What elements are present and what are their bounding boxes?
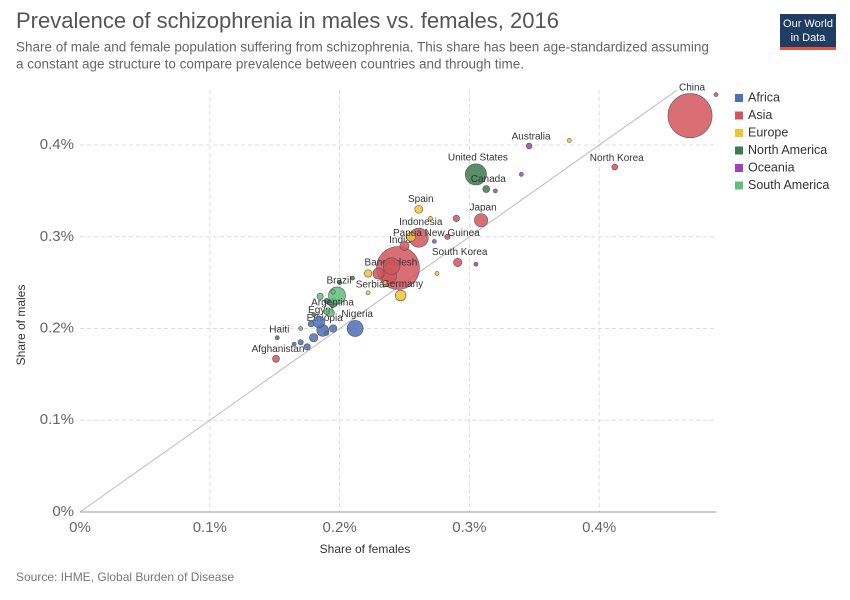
bubble — [394, 289, 407, 302]
bubble — [444, 233, 451, 240]
point-label: Brazil — [326, 276, 351, 287]
legend-label: Europe — [748, 125, 788, 139]
bubble — [432, 239, 437, 244]
diagonal — [79, 89, 678, 513]
source: Source: IHME, Global Burden of Disease — [16, 570, 234, 584]
legend-label: Oceania — [748, 160, 795, 174]
legend-label: Asia — [748, 108, 772, 122]
bubble — [311, 312, 316, 318]
bubble — [406, 231, 416, 242]
legend-label: Africa — [748, 90, 780, 104]
bubble — [303, 343, 311, 351]
logo-text: in Data — [791, 32, 827, 44]
bubble — [316, 292, 324, 300]
legend-swatch — [735, 146, 743, 155]
logo — [780, 14, 836, 50]
x-tick-label: 0% — [69, 519, 91, 536]
point-label: Haiti — [269, 324, 289, 335]
bubble — [323, 309, 330, 315]
point-label: Indonesia — [399, 217, 443, 228]
legend-label: South America — [748, 178, 829, 192]
bubble — [611, 163, 619, 171]
bubble — [291, 341, 297, 347]
bubble — [382, 280, 388, 285]
bubble — [337, 280, 342, 285]
logo-text: Our World — [783, 18, 833, 30]
chart-title: Prevalence of schizophrenia in males vs.… — [16, 8, 559, 33]
point-label: Papua New Guinea — [393, 228, 480, 239]
legend-swatch — [735, 129, 743, 137]
subtitle: a constant age structure to compare prev… — [16, 57, 524, 72]
y-tick-label: 0.2% — [40, 319, 74, 336]
point-label: Germany — [382, 279, 423, 290]
bubble — [434, 271, 440, 276]
bubble — [298, 326, 303, 331]
point-label: United States — [448, 152, 508, 163]
x-tick-label: 0.3% — [452, 519, 486, 536]
x-tick-label: 0.1% — [193, 519, 227, 536]
legend-label: North America — [748, 143, 827, 157]
legend-swatch — [735, 164, 743, 172]
bubble — [382, 257, 401, 275]
bubble — [452, 214, 460, 222]
point-label: Ethiopia — [307, 313, 344, 324]
bubble — [519, 172, 524, 177]
bubble — [453, 257, 463, 267]
bubble — [372, 267, 385, 280]
subtitle: Share of male and female population suff… — [16, 40, 709, 55]
bubble — [414, 204, 424, 214]
bubble — [330, 289, 336, 295]
bubble — [364, 269, 373, 278]
bubble — [346, 320, 364, 337]
bubble — [350, 275, 355, 281]
logo-bar — [780, 47, 836, 50]
bubble — [365, 290, 371, 296]
point-label: Japan — [469, 202, 496, 213]
bubble — [297, 339, 304, 346]
bubble — [493, 188, 498, 194]
legend-swatch — [735, 181, 743, 190]
bubble — [482, 185, 491, 193]
point-label: China — [679, 82, 706, 93]
point-label: Afghanistan — [252, 344, 305, 355]
x-tick-label: 0.2% — [322, 519, 356, 536]
point-label: Serbia — [356, 279, 385, 290]
x-tick-label: 0.4% — [582, 519, 616, 536]
bubble — [272, 355, 280, 363]
bubble — [399, 241, 410, 251]
y-tick-label: 0% — [52, 503, 74, 520]
bubble — [329, 324, 338, 333]
point-label: India — [389, 235, 411, 246]
bubble — [312, 316, 325, 329]
bubble — [307, 320, 315, 328]
y-tick-label: 0.1% — [40, 411, 74, 428]
legend-swatch — [735, 94, 743, 102]
point-label: South Korea — [432, 247, 488, 258]
bubble — [567, 138, 572, 143]
bubble — [525, 142, 533, 150]
bubble — [474, 213, 489, 228]
point-label: Egypt — [308, 305, 334, 316]
bubble — [274, 335, 280, 340]
bubble — [464, 163, 487, 186]
legend-swatch — [735, 111, 743, 120]
y-tick-label: 0.4% — [40, 136, 74, 153]
point-label: Nigeria — [341, 309, 373, 320]
point-label: North Korea — [590, 153, 644, 164]
point-label: Canada — [471, 174, 506, 185]
point-label: Spain — [408, 194, 434, 205]
bubble — [428, 216, 433, 221]
bubble — [473, 262, 479, 267]
point-label: Argentina — [311, 298, 354, 309]
y-axis-label: Share of males — [14, 285, 28, 366]
point-label: Australia — [512, 132, 551, 143]
x-axis-label: Share of females — [320, 542, 411, 556]
y-tick-label: 0.3% — [40, 228, 74, 245]
bubble — [309, 333, 319, 343]
bubble — [667, 93, 713, 139]
bubble — [324, 330, 330, 336]
bubble — [713, 92, 719, 97]
